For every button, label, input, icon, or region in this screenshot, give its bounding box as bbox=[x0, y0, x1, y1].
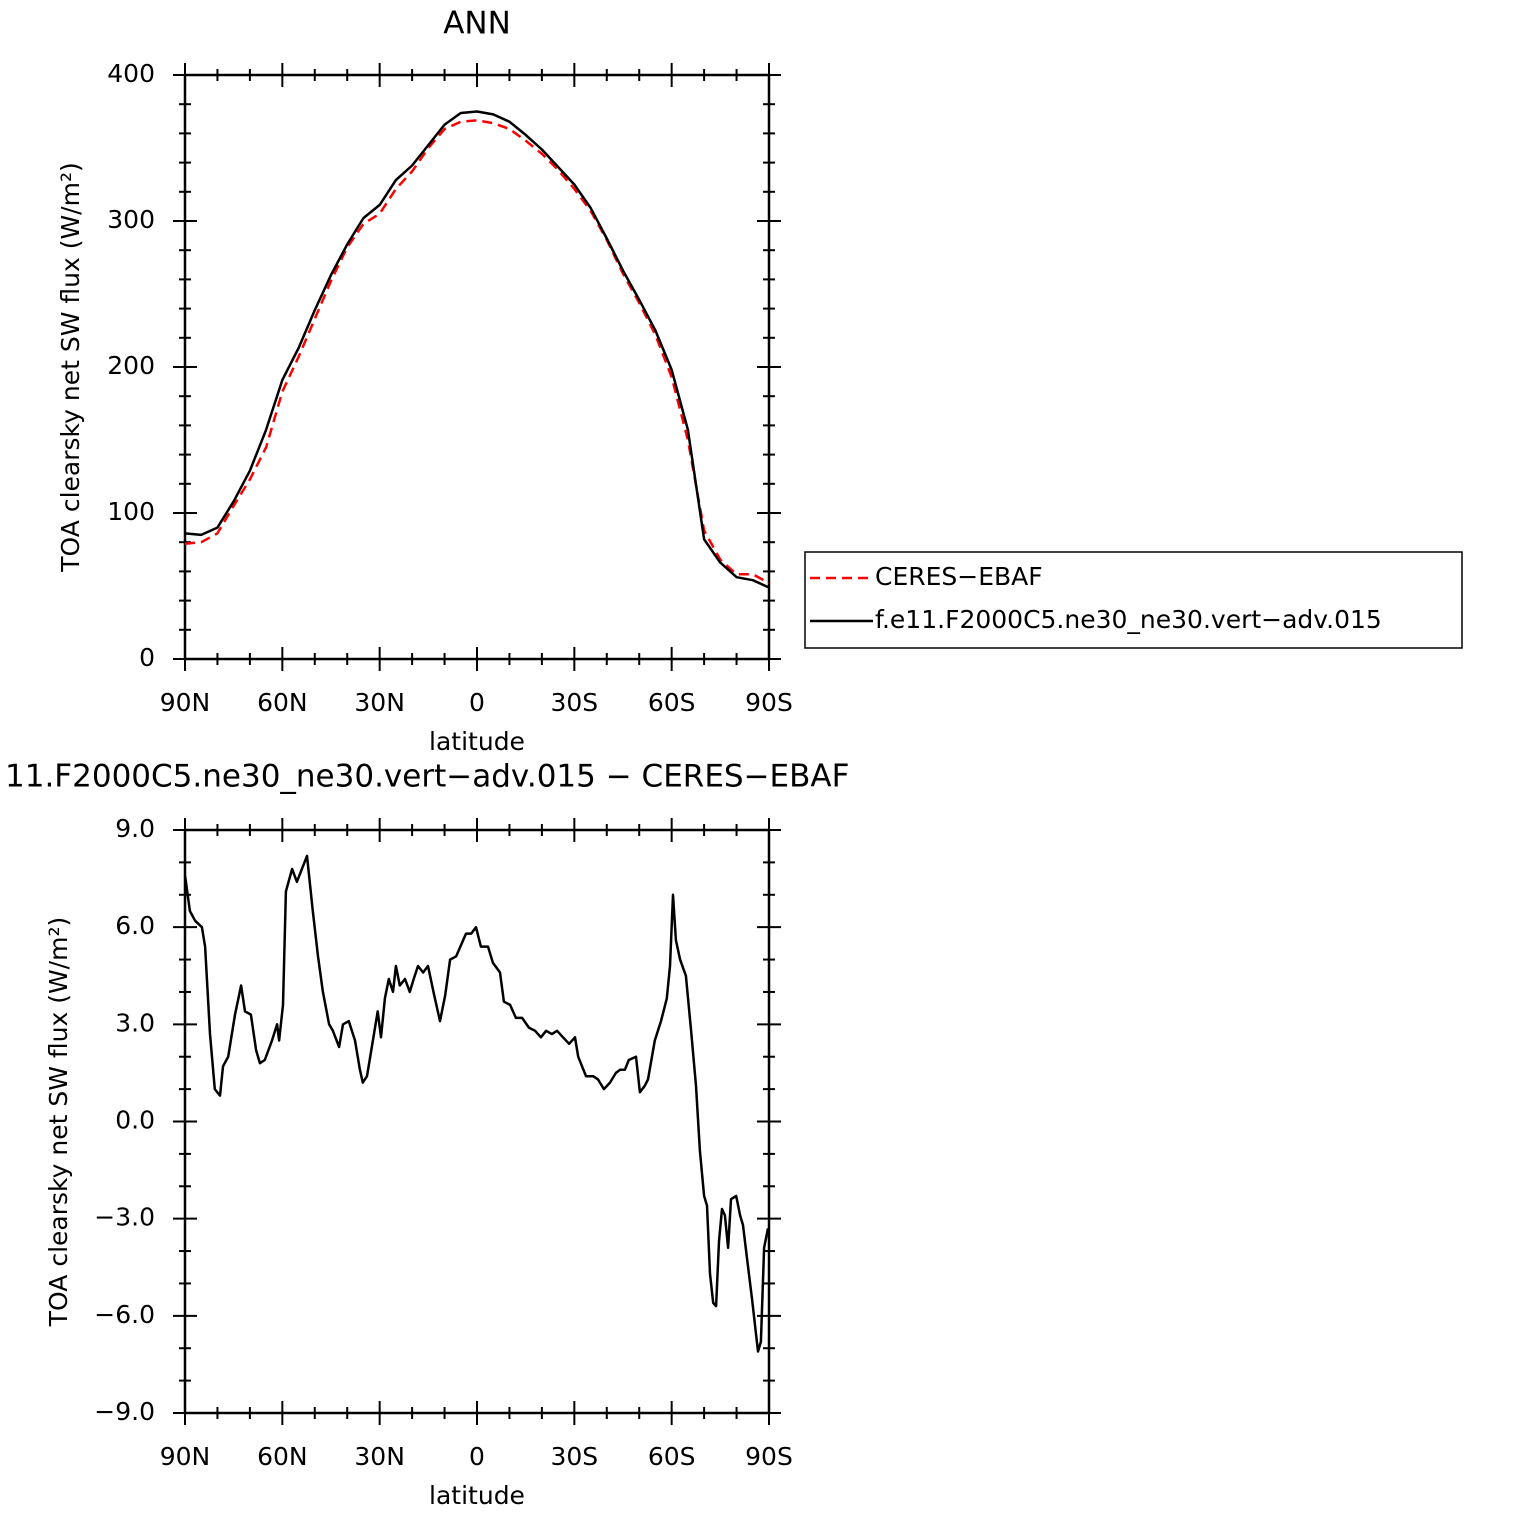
y-axis-label: TOA clearsky net SW flux (W/m²) bbox=[56, 162, 85, 572]
y-tick-label: 3.0 bbox=[115, 1008, 155, 1037]
y-tick-label: 6.0 bbox=[115, 911, 155, 940]
y-tick-label: 300 bbox=[107, 205, 155, 234]
x-tick-label: 90S bbox=[745, 1442, 793, 1471]
x-tick-label: 30S bbox=[550, 1442, 598, 1471]
chart-title: ANN bbox=[443, 6, 511, 42]
x-axis-label: latitude bbox=[429, 1481, 525, 1510]
chart-title: 11.F2000C5.ne30_ne30.vert−adv.015 − CERE… bbox=[5, 759, 849, 795]
y-tick-label: 0.0 bbox=[115, 1106, 155, 1135]
x-tick-label: 0 bbox=[469, 688, 485, 717]
x-tick-label: 90N bbox=[160, 1442, 211, 1471]
y-tick-label: −3.0 bbox=[94, 1203, 155, 1232]
data-line bbox=[183, 854, 770, 1353]
x-tick-label: 0 bbox=[469, 1442, 485, 1471]
y-axis-label: TOA clearsky net SW flux (W/m²) bbox=[44, 917, 73, 1327]
x-tick-label: 30N bbox=[354, 1442, 405, 1471]
y-tick-label: 400 bbox=[107, 59, 155, 88]
x-tick-label: 60S bbox=[648, 688, 696, 717]
x-tick-label: 90N bbox=[160, 688, 211, 717]
x-tick-label: 60N bbox=[257, 1442, 308, 1471]
legend-label: f.e11.F2000C5.ne30_ne30.vert−adv.015 bbox=[875, 605, 1382, 634]
x-tick-label: 60S bbox=[648, 1442, 696, 1471]
x-tick-label: 30S bbox=[550, 688, 598, 717]
x-tick-label: 90S bbox=[745, 688, 793, 717]
y-tick-label: −9.0 bbox=[94, 1397, 155, 1426]
x-axis-label: latitude bbox=[429, 727, 525, 756]
x-tick-label: 30N bbox=[354, 688, 405, 717]
y-tick-label: 200 bbox=[107, 351, 155, 380]
y-tick-label: −6.0 bbox=[94, 1300, 155, 1329]
legend-label: CERES−EBAF bbox=[875, 562, 1043, 591]
x-tick-label: 60N bbox=[257, 688, 308, 717]
plot-frame bbox=[183, 73, 771, 661]
legend-box bbox=[804, 551, 1463, 649]
y-tick-label: 100 bbox=[107, 497, 155, 526]
data-line bbox=[184, 119, 770, 585]
y-tick-label: 0 bbox=[139, 643, 155, 672]
plot-frame bbox=[183, 828, 771, 1415]
y-tick-label: 9.0 bbox=[115, 814, 155, 843]
data-line bbox=[184, 110, 770, 589]
